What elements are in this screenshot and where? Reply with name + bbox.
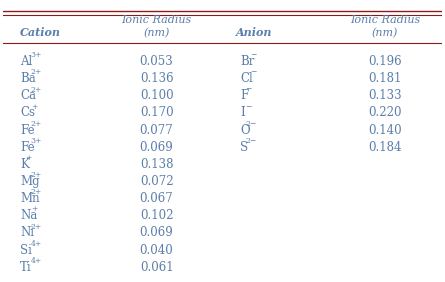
Text: 0.136: 0.136 — [140, 72, 174, 85]
Text: 2+: 2+ — [31, 68, 42, 76]
Text: 4+: 4+ — [31, 240, 42, 248]
Text: 2+: 2+ — [31, 188, 42, 196]
Text: 3+: 3+ — [31, 137, 42, 145]
Text: Anion: Anion — [236, 27, 272, 38]
Text: +: + — [31, 206, 37, 213]
Text: 0.040: 0.040 — [140, 244, 174, 257]
Text: Cs: Cs — [20, 106, 35, 119]
Text: 0.053: 0.053 — [140, 55, 174, 68]
Text: 0.220: 0.220 — [368, 106, 402, 119]
Text: Si: Si — [20, 244, 32, 257]
Text: 2+: 2+ — [31, 222, 42, 231]
Text: S: S — [240, 141, 248, 154]
Text: 0.067: 0.067 — [140, 192, 174, 205]
Text: Fe: Fe — [20, 124, 35, 136]
Text: 4+: 4+ — [31, 257, 42, 265]
Text: Na: Na — [20, 209, 38, 222]
Text: 0.100: 0.100 — [140, 89, 174, 102]
Text: Ionic Radius: Ionic Radius — [121, 15, 192, 25]
Text: 2−: 2− — [245, 137, 257, 145]
Text: 2+: 2+ — [31, 120, 42, 128]
Text: 0.069: 0.069 — [140, 141, 174, 154]
Text: Cl: Cl — [240, 72, 253, 85]
Text: Ca: Ca — [20, 89, 36, 102]
Text: 2−: 2− — [245, 120, 257, 128]
Text: I: I — [240, 106, 245, 119]
Text: O: O — [240, 124, 250, 136]
Text: −: − — [245, 85, 252, 94]
Text: Ba: Ba — [20, 72, 36, 85]
Text: 0.138: 0.138 — [140, 158, 174, 171]
Text: Ti: Ti — [20, 261, 32, 274]
Text: 2+: 2+ — [31, 85, 42, 94]
Text: 0.140: 0.140 — [368, 124, 402, 136]
Text: (nm): (nm) — [143, 28, 170, 38]
Text: 2+: 2+ — [31, 171, 42, 179]
Text: Al: Al — [20, 55, 32, 68]
Text: Cation: Cation — [20, 27, 61, 38]
Text: 0.181: 0.181 — [368, 72, 402, 85]
Text: Mn: Mn — [20, 192, 40, 205]
Text: Ni: Ni — [20, 226, 34, 239]
Text: −: − — [251, 51, 257, 59]
Text: −: − — [245, 103, 252, 111]
Text: 0.061: 0.061 — [140, 261, 174, 274]
Text: +: + — [31, 103, 37, 111]
Text: Mg: Mg — [20, 175, 40, 188]
Text: 0.077: 0.077 — [140, 124, 174, 136]
Text: 0.170: 0.170 — [140, 106, 174, 119]
Text: 0.069: 0.069 — [140, 226, 174, 239]
Text: 0.133: 0.133 — [368, 89, 402, 102]
Text: 3+: 3+ — [31, 51, 42, 59]
Text: 0.184: 0.184 — [368, 141, 402, 154]
Text: K: K — [20, 158, 29, 171]
Text: Fe: Fe — [20, 141, 35, 154]
Text: F: F — [240, 89, 248, 102]
Text: Br: Br — [240, 55, 255, 68]
Text: −: − — [251, 68, 257, 76]
Text: 0.072: 0.072 — [140, 175, 174, 188]
Text: 0.102: 0.102 — [140, 209, 174, 222]
Text: (nm): (nm) — [372, 28, 398, 38]
Text: Ionic Radius: Ionic Radius — [350, 15, 420, 25]
Text: +: + — [25, 154, 32, 162]
Text: 0.196: 0.196 — [368, 55, 402, 68]
